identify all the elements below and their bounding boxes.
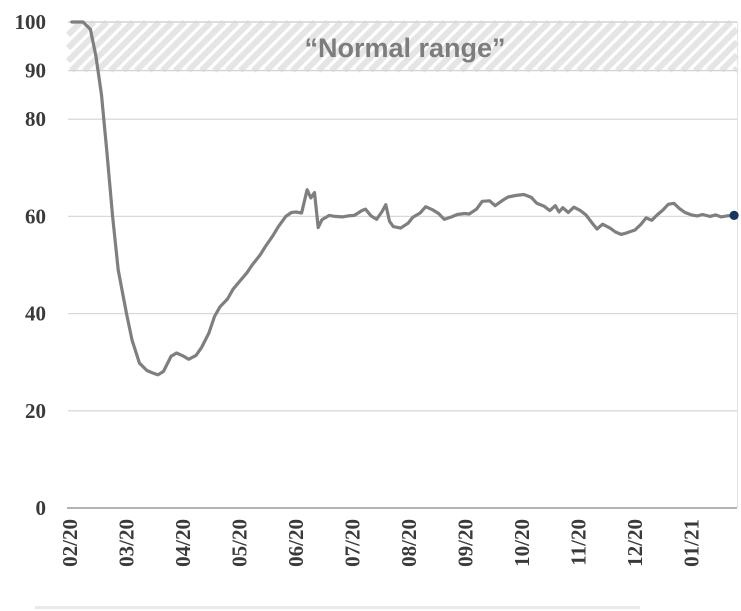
band-hatch-stripe: [290, 19, 344, 73]
x-tick-label: 12/20: [623, 519, 647, 567]
y-axis-labels: 100 90 80 60 40 20 0: [15, 10, 47, 520]
band-hatch-stripe: [446, 19, 500, 73]
band-hatch-stripe: [628, 19, 682, 73]
x-tick-label: 08/20: [397, 519, 421, 567]
band-hatch-stripe: [459, 19, 513, 73]
band-hatch-stripe: [121, 19, 175, 73]
band-hatch-stripe: [134, 19, 188, 73]
band-hatch-stripe: [108, 19, 162, 73]
x-tick-label: 05/20: [228, 519, 252, 567]
x-tick-label: 02/20: [58, 519, 82, 567]
band-hatch-stripe: [381, 19, 435, 73]
y-tick-label: 80: [25, 107, 46, 131]
x-axis-labels: 02/20 03/20 04/20 05/20 06/20 07/20 08/20 09/20…: [58, 519, 704, 567]
band-hatch-stripe: [498, 19, 552, 73]
band-hatch-stripe: [563, 19, 617, 73]
band-hatch-stripe: [342, 19, 396, 73]
band-hatch-stripe: [394, 19, 448, 73]
band-hatch-stripe: [537, 19, 591, 73]
band-hatch-stripe: [615, 19, 669, 73]
band-hatch-stripe: [82, 19, 136, 73]
band-hatch-stripe: [303, 19, 357, 73]
band-hatch-stripe: [654, 19, 708, 73]
band-hatch-stripe: [667, 19, 721, 73]
band-hatch-stripe: [225, 19, 279, 73]
band-hatch-stripe: [420, 19, 474, 73]
band-hatch-stripe: [329, 19, 383, 73]
band-hatch-stripe: [368, 19, 422, 73]
band-hatch-stripe: [680, 19, 734, 73]
x-tick-label: 11/20: [567, 519, 591, 566]
x-tick-label: 07/20: [341, 519, 365, 567]
gridlines: [35, 22, 738, 609]
series-end-marker: [729, 210, 739, 220]
y-tick-label: 90: [25, 59, 46, 83]
y-tick-label: 40: [25, 302, 46, 326]
band-hatch-stripe: [511, 19, 565, 73]
band-hatch-stripe: [65, 19, 110, 64]
band-hatch-stripe: [316, 19, 370, 73]
band-hatch-stripe: [602, 19, 656, 73]
y-tick-label: 20: [25, 399, 46, 423]
band-hatch-stripe: [173, 19, 227, 73]
x-tick-label: 01/21: [680, 519, 704, 567]
band-hatch-stripe: [693, 26, 740, 73]
band-hatch-stripe: [69, 19, 123, 73]
band-hatch-stripe: [589, 19, 643, 73]
band-hatch-stripe: [407, 19, 461, 73]
band-hatch-stripe: [524, 19, 578, 73]
band-hatch-stripe: [433, 19, 487, 73]
band-hatch-stripe: [277, 19, 331, 73]
band-hatch-stripe: [186, 19, 240, 73]
band-hatch-stripe: [706, 39, 740, 73]
band-hatch-stripe: [641, 19, 695, 73]
x-tick-label: 10/20: [510, 519, 534, 567]
band-hatch-stripe: [472, 19, 526, 73]
band-hatch-stripe: [147, 19, 201, 73]
band-hatch-stripe: [550, 19, 604, 73]
series-line: [70, 20, 736, 377]
y-tick-label: 60: [25, 204, 46, 228]
band-hatch-stripe: [95, 19, 149, 73]
band-hatch-stripe: [264, 19, 318, 73]
y-tick-label: 0: [36, 496, 47, 520]
band-hatch-stripe: [719, 52, 740, 73]
band-hatch-stripe: [238, 19, 292, 73]
normal-range-label: “Normal range”: [304, 33, 505, 63]
x-tick-label: 04/20: [171, 519, 195, 567]
band-hatch-stripe: [251, 19, 305, 73]
band-hatch-stripe: [485, 19, 539, 73]
x-tick-label: 09/20: [454, 519, 478, 567]
band-hatch-stripe: [355, 19, 409, 73]
y-tick-label: 100: [15, 10, 47, 34]
normal-range-band: [65, 19, 740, 73]
band-hatch-stripe: [576, 19, 630, 73]
x-tick-label: 03/20: [115, 519, 139, 567]
band-hatch-stripe: [212, 19, 266, 73]
x-tick-label: 06/20: [284, 519, 308, 567]
band-hatch-stripe: [65, 19, 84, 38]
data-series: [70, 20, 739, 377]
band-hatch-stripe: [199, 19, 253, 73]
band-hatch-stripe: [160, 19, 214, 73]
